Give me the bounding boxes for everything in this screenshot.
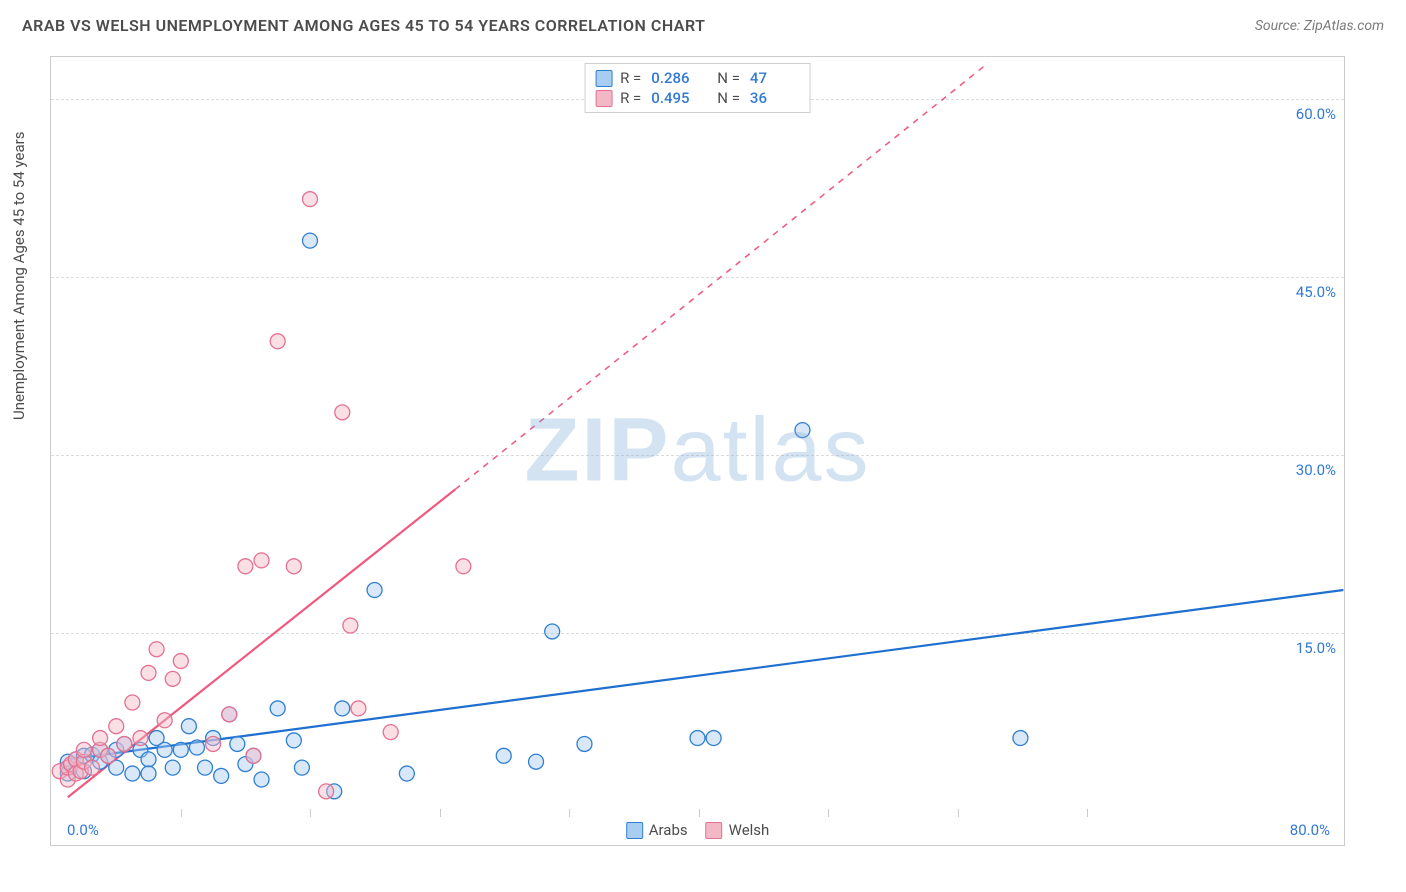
point-arabs bbox=[335, 701, 350, 716]
r-label: R = bbox=[620, 89, 641, 107]
point-arabs bbox=[230, 736, 245, 751]
point-welsh bbox=[286, 559, 301, 574]
point-welsh bbox=[238, 559, 253, 574]
point-welsh bbox=[206, 736, 221, 751]
point-welsh bbox=[141, 665, 156, 680]
n-label: N = bbox=[717, 89, 740, 107]
point-welsh bbox=[319, 784, 334, 799]
point-arabs bbox=[189, 740, 204, 755]
swatch-welsh bbox=[595, 90, 612, 107]
point-welsh bbox=[125, 695, 140, 710]
r-label: R = bbox=[620, 69, 641, 87]
point-welsh bbox=[222, 707, 237, 722]
n-value-arabs: 47 bbox=[750, 69, 800, 87]
point-arabs bbox=[303, 233, 318, 248]
point-arabs bbox=[141, 752, 156, 767]
point-welsh bbox=[165, 671, 180, 686]
point-arabs bbox=[173, 742, 188, 757]
point-arabs bbox=[545, 624, 560, 639]
n-value-welsh: 36 bbox=[750, 89, 800, 107]
point-welsh bbox=[93, 731, 108, 746]
point-welsh bbox=[149, 642, 164, 657]
legend-row-welsh: R = 0.495 N = 36 bbox=[595, 88, 800, 108]
point-arabs bbox=[795, 423, 810, 438]
point-arabs bbox=[254, 772, 269, 787]
swatch-arabs bbox=[626, 822, 643, 839]
chart-area: 15.0%30.0%45.0%60.0%0.0%80.0%ZIPatlas R … bbox=[50, 56, 1345, 846]
r-value-arabs: 0.286 bbox=[651, 69, 701, 87]
point-arabs bbox=[496, 748, 511, 763]
point-arabs bbox=[214, 768, 229, 783]
point-arabs bbox=[529, 754, 544, 769]
point-arabs bbox=[198, 760, 213, 775]
r-value-welsh: 0.495 bbox=[651, 89, 701, 107]
point-welsh bbox=[101, 748, 116, 763]
point-arabs bbox=[125, 766, 140, 781]
point-arabs bbox=[1013, 731, 1028, 746]
chart-title: ARAB VS WELSH UNEMPLOYMENT AMONG AGES 45… bbox=[22, 16, 705, 35]
point-welsh bbox=[270, 334, 285, 349]
point-welsh bbox=[85, 760, 100, 775]
point-arabs bbox=[706, 731, 721, 746]
point-arabs bbox=[157, 742, 172, 757]
legend-correlation: R = 0.286 N = 47 R = 0.495 N = 36 bbox=[584, 63, 811, 113]
point-welsh bbox=[335, 405, 350, 420]
point-arabs bbox=[181, 719, 196, 734]
point-welsh bbox=[343, 618, 358, 633]
n-label: N = bbox=[717, 69, 740, 87]
scatter-plot bbox=[51, 57, 1344, 845]
point-arabs bbox=[165, 760, 180, 775]
point-welsh bbox=[133, 731, 148, 746]
point-welsh bbox=[383, 725, 398, 740]
point-welsh bbox=[76, 742, 91, 757]
x-tick-label-start: 0.0% bbox=[67, 821, 99, 839]
point-arabs bbox=[294, 760, 309, 775]
point-welsh bbox=[109, 719, 124, 734]
point-welsh bbox=[456, 559, 471, 574]
y-axis-label: Unemployment Among Ages 45 to 54 years bbox=[10, 132, 28, 420]
point-arabs bbox=[270, 701, 285, 716]
point-arabs bbox=[367, 583, 382, 598]
swatch-arabs bbox=[595, 70, 612, 87]
trend-line-dashed-welsh bbox=[455, 63, 988, 489]
legend-label-arabs: Arabs bbox=[649, 821, 688, 839]
legend-item-welsh: Welsh bbox=[706, 821, 770, 839]
point-welsh bbox=[173, 654, 188, 669]
source-label: Source: ZipAtlas.com bbox=[1255, 18, 1384, 34]
y-tick-label: 60.0% bbox=[1296, 105, 1336, 123]
legend-label-welsh: Welsh bbox=[729, 821, 770, 839]
legend-series: Arabs Welsh bbox=[626, 821, 770, 839]
y-tick-label: 30.0% bbox=[1296, 461, 1336, 479]
swatch-welsh bbox=[706, 822, 723, 839]
legend-row-arabs: R = 0.286 N = 47 bbox=[595, 68, 800, 88]
legend-item-arabs: Arabs bbox=[626, 821, 688, 839]
point-welsh bbox=[351, 701, 366, 716]
point-arabs bbox=[577, 736, 592, 751]
y-tick-label: 15.0% bbox=[1296, 639, 1336, 657]
point-welsh bbox=[117, 736, 132, 751]
point-welsh bbox=[157, 713, 172, 728]
x-tick-label-end: 80.0% bbox=[1290, 821, 1330, 839]
point-arabs bbox=[141, 766, 156, 781]
point-arabs bbox=[690, 731, 705, 746]
point-welsh bbox=[254, 553, 269, 568]
point-welsh bbox=[303, 192, 318, 207]
trend-line-arabs bbox=[68, 590, 1344, 759]
y-tick-label: 45.0% bbox=[1296, 283, 1336, 301]
point-arabs bbox=[399, 766, 414, 781]
point-welsh bbox=[246, 748, 261, 763]
point-arabs bbox=[286, 733, 301, 748]
